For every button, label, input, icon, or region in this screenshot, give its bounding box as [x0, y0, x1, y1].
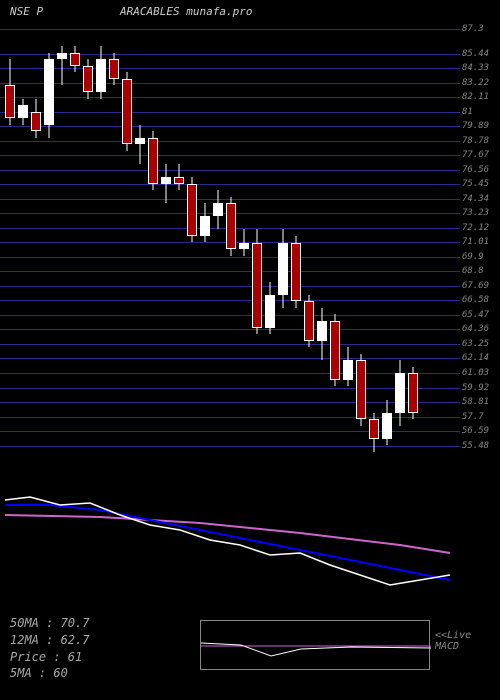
macd-chart[interactable] [0, 475, 460, 605]
price-level-line [0, 97, 460, 98]
price-level-label: 63.25 [462, 339, 498, 349]
price-level-label: 74.34 [462, 194, 498, 204]
price-level-label: 78.78 [462, 136, 498, 146]
price-level-line [0, 257, 460, 258]
ma12-stat: 12MA : 62.7 [10, 632, 89, 649]
price-level-label: 65.47 [462, 310, 498, 320]
price-level-label: 59.92 [462, 383, 498, 393]
price-level-line [0, 329, 460, 330]
price-level-label: 56.59 [462, 426, 498, 436]
price-level-label: 55.48 [462, 441, 498, 451]
price-level-label: 61.03 [462, 368, 498, 378]
price-stat: Price : 61 [10, 649, 89, 666]
price-level-line [0, 184, 460, 185]
price-level-label: 83.22 [462, 78, 498, 88]
ma5-stat: 5MA : 60 [10, 665, 89, 682]
price-level-line [0, 112, 460, 113]
price-level-line [0, 68, 460, 69]
price-level-label: 76.56 [462, 165, 498, 175]
price-level-line [0, 344, 460, 345]
price-level-line [0, 300, 460, 301]
price-level-label: 68.8 [462, 266, 498, 276]
candlestick-chart[interactable] [0, 20, 460, 465]
price-level-label: 81 [462, 107, 498, 117]
price-level-line [0, 446, 460, 447]
price-level-label: 79.89 [462, 121, 498, 131]
exchange-label: NSE P [10, 5, 43, 18]
price-level-label: 69.9 [462, 252, 498, 262]
price-level-label: 67.69 [462, 281, 498, 291]
price-level-line [0, 170, 460, 171]
y-axis: 87.3 85.44 84.33 83.22 82.11 81 79.89 78.78 77.6… [460, 20, 500, 465]
price-level-label: 87.3 [462, 24, 498, 34]
price-level-label: 57.7 [462, 412, 498, 422]
price-level-line [0, 126, 460, 127]
price-level-label: 64.36 [462, 324, 498, 334]
price-level-label: 73.23 [462, 208, 498, 218]
price-level-line [0, 358, 460, 359]
price-level-line [0, 271, 460, 272]
price-level-line [0, 54, 460, 55]
price-level-line [0, 388, 460, 389]
price-level-line [0, 402, 460, 403]
price-level-line [0, 373, 460, 374]
price-level-label: 84.33 [462, 63, 498, 73]
price-level-label: 85.44 [462, 49, 498, 59]
ma50-stat: 50MA : 70.7 [10, 615, 89, 632]
price-level-label: 58.81 [462, 397, 498, 407]
price-level-line [0, 286, 460, 287]
price-level-label: 72.12 [462, 223, 498, 233]
price-level-label: 71.01 [462, 237, 498, 247]
price-level-line [0, 315, 460, 316]
price-level-label: 82.11 [462, 92, 498, 102]
price-level-line [0, 83, 460, 84]
price-level-line [0, 155, 460, 156]
price-level-label: 66.58 [462, 295, 498, 305]
symbol-label: ARACABLES munafa.pro [120, 5, 252, 18]
price-level-label: 75.45 [462, 179, 498, 189]
macd-inset [200, 620, 430, 670]
stats-block: 50MA : 70.7 12MA : 62.7 Price : 61 5MA :… [10, 615, 89, 682]
price-level-line [0, 141, 460, 142]
macd-label: <<Live MACD [435, 630, 471, 652]
price-level-label: 77.67 [462, 150, 498, 160]
price-level-label: 62.14 [462, 353, 498, 363]
indicator-panel: 50MA : 70.7 12MA : 62.7 Price : 61 5MA :… [0, 475, 500, 700]
price-level-line [0, 29, 460, 30]
